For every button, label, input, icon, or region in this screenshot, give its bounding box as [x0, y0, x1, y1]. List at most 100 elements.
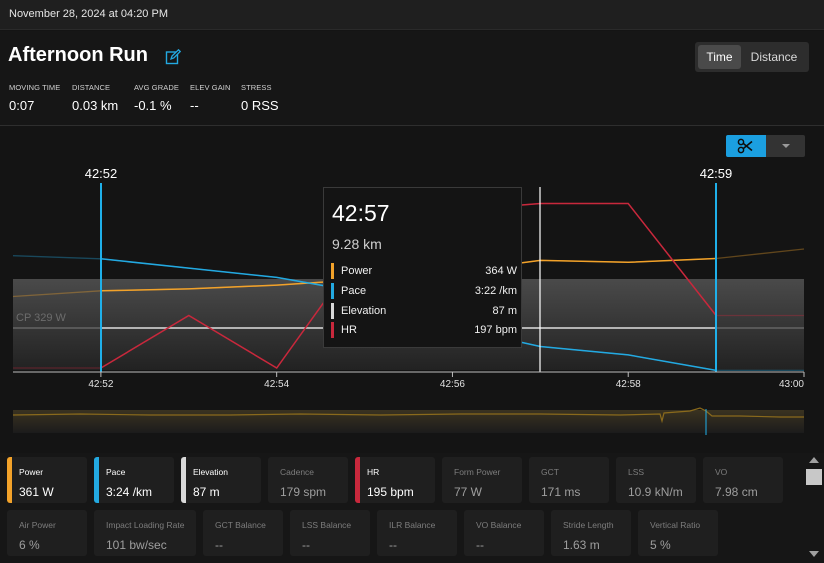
series-swatch [331, 283, 334, 299]
tooltip-series-name: Pace [341, 285, 367, 297]
metric-label: Pace [106, 467, 126, 477]
edit-icon[interactable] [165, 49, 181, 65]
metric-value: -- [389, 538, 397, 552]
metric-card-stride-length[interactable]: Stride Length 1.63 m [551, 510, 631, 556]
metric-card-power[interactable]: Power 361 W [7, 457, 87, 503]
activity-title: Afternoon Run [8, 44, 148, 66]
metric-card-air-power[interactable]: Air Power 6 % [7, 510, 87, 556]
activity-chart: CP 329 W 42:52 42:59 42:52 42:54 42:56 42:5… [0, 127, 824, 452]
stat-label: MOVING TIME [9, 83, 61, 92]
x-tick-label: 43:00 [779, 379, 804, 390]
tooltip-series-value: 364 W [485, 265, 517, 277]
metric-label: VO [715, 467, 728, 477]
time-distance-toggle: Time Distance [695, 42, 809, 72]
range-start-label: 42:52 [85, 166, 118, 181]
metric-value: 6 % [19, 538, 40, 552]
crop-button[interactable] [726, 135, 766, 157]
metric-value: -- [302, 538, 310, 552]
range-end-label: 42:59 [700, 166, 733, 181]
stat-elev-gain: ELEV GAIN -- [190, 83, 231, 113]
metric-value: 3:24 /km [106, 485, 153, 499]
tooltip-series-name: Elevation [341, 305, 387, 317]
metric-card-vo-balance[interactable]: VO Balance -- [464, 510, 544, 556]
metric-color-bar [94, 457, 99, 503]
metric-value: 7.98 cm [715, 485, 758, 499]
chevron-down-icon [782, 144, 790, 148]
metric-value: 171 ms [541, 485, 581, 499]
tooltip-distance: 9.28 km [332, 236, 382, 252]
tooltip-series-value: 197 bpm [474, 324, 517, 336]
scroll-up-arrow[interactable] [809, 457, 819, 463]
metric-label: GCT [541, 467, 559, 477]
tooltip-row-power: Power 364 W [331, 263, 517, 279]
metric-card-impact-loading-rate[interactable]: Impact Loading Rate 101 bw/sec [94, 510, 196, 556]
metric-value: 101 bw/sec [106, 538, 167, 552]
top-bar: November 28, 2024 at 04:20 PM [0, 0, 824, 30]
tooltip-series-name: Power [341, 265, 373, 277]
tooltip-row-pace: Pace 3:22 /km [331, 283, 517, 299]
metric-value: 5 % [650, 538, 671, 552]
stat-avg-grade: AVG GRADE -0.1 % [134, 83, 179, 113]
metric-value: -- [215, 538, 223, 552]
tooltip-row-elevation: Elevation 87 m [331, 303, 517, 319]
metric-value: 195 bpm [367, 485, 414, 499]
scissors-icon [737, 138, 753, 154]
metric-label: Impact Loading Rate [106, 520, 185, 530]
metric-card-vertical-ratio[interactable]: Vertical Ratio 5 % [638, 510, 718, 556]
overview-power-line [12, 407, 804, 424]
stat-label: AVG GRADE [134, 83, 179, 92]
metric-card-elevation[interactable]: Elevation 87 m [181, 457, 261, 503]
stat-value: -0.1 % [134, 98, 172, 113]
tooltip-series-value: 87 m [492, 305, 517, 317]
toggle-time[interactable]: Time [698, 45, 741, 69]
metric-label: LSS [628, 467, 645, 477]
stat-value: -- [190, 98, 199, 113]
crop-options-dropdown[interactable] [766, 135, 805, 157]
stat-distance: DISTANCE 0.03 km [72, 83, 118, 113]
metric-value: 361 W [19, 485, 54, 499]
tooltip-series-value: 3:22 /km [474, 285, 517, 297]
stat-value: 0.03 km [72, 98, 119, 113]
metric-card-gct[interactable]: GCT 171 ms [529, 457, 609, 503]
stat-label: ELEV GAIN [190, 83, 231, 92]
metric-card-form-power[interactable]: Form Power 77 W [442, 457, 522, 503]
x-tick-label: 42:58 [616, 379, 641, 390]
stat-moving-time: MOVING TIME 0:07 [9, 83, 60, 113]
metric-color-bar [355, 457, 360, 503]
metric-cards: Power 361 W Pace 3:24 /km Elevation 87 m… [0, 453, 824, 563]
vertical-scrollbar[interactable] [806, 453, 822, 563]
metric-label: Cadence [280, 467, 315, 477]
metric-value: 10.9 kN/m [628, 485, 683, 499]
stat-stress: STRESS 0 RSS [241, 83, 279, 113]
hover-tooltip: 42:57 9.28 km Power 364 W Pace 3:22 /km … [323, 187, 522, 348]
metric-label: LSS Balance [302, 520, 352, 530]
metric-value: 1.63 m [563, 538, 600, 552]
overview-strip[interactable] [13, 410, 804, 433]
scroll-thumb[interactable] [806, 469, 822, 485]
metric-card-ilr-balance[interactable]: ILR Balance -- [377, 510, 457, 556]
metric-card-lss[interactable]: LSS 10.9 kN/m [616, 457, 696, 503]
metric-label: Elevation [193, 467, 228, 477]
metric-card-gct-balance[interactable]: GCT Balance -- [203, 510, 283, 556]
x-tick-label: 42:54 [264, 379, 289, 390]
tooltip-series-name: HR [341, 324, 357, 336]
metric-card-pace[interactable]: Pace 3:24 /km [94, 457, 174, 503]
x-tick-label: 42:52 [88, 379, 113, 390]
metric-card-vo[interactable]: VO 7.98 cm [703, 457, 783, 503]
metric-card-cadence[interactable]: Cadence 179 spm [268, 457, 348, 503]
metric-card-hr[interactable]: HR 195 bpm [355, 457, 435, 503]
activity-date: November 28, 2024 at 04:20 PM [9, 8, 168, 20]
scroll-down-arrow[interactable] [809, 551, 819, 557]
stat-label: STRESS [241, 83, 272, 92]
metric-label: Stride Length [563, 520, 614, 530]
toggle-distance[interactable]: Distance [750, 50, 798, 64]
metric-label: ILR Balance [389, 520, 436, 530]
metric-color-bar [7, 457, 12, 503]
metric-card-lss-balance[interactable]: LSS Balance -- [290, 510, 370, 556]
metric-label: Air Power [19, 520, 56, 530]
metric-label: Power [19, 467, 44, 477]
metric-label: VO Balance [476, 520, 522, 530]
cp-label: CP 329 W [16, 312, 67, 324]
x-ticks: 42:52 42:54 42:56 42:58 43:00 [88, 372, 805, 390]
metric-value: 179 spm [280, 485, 327, 499]
